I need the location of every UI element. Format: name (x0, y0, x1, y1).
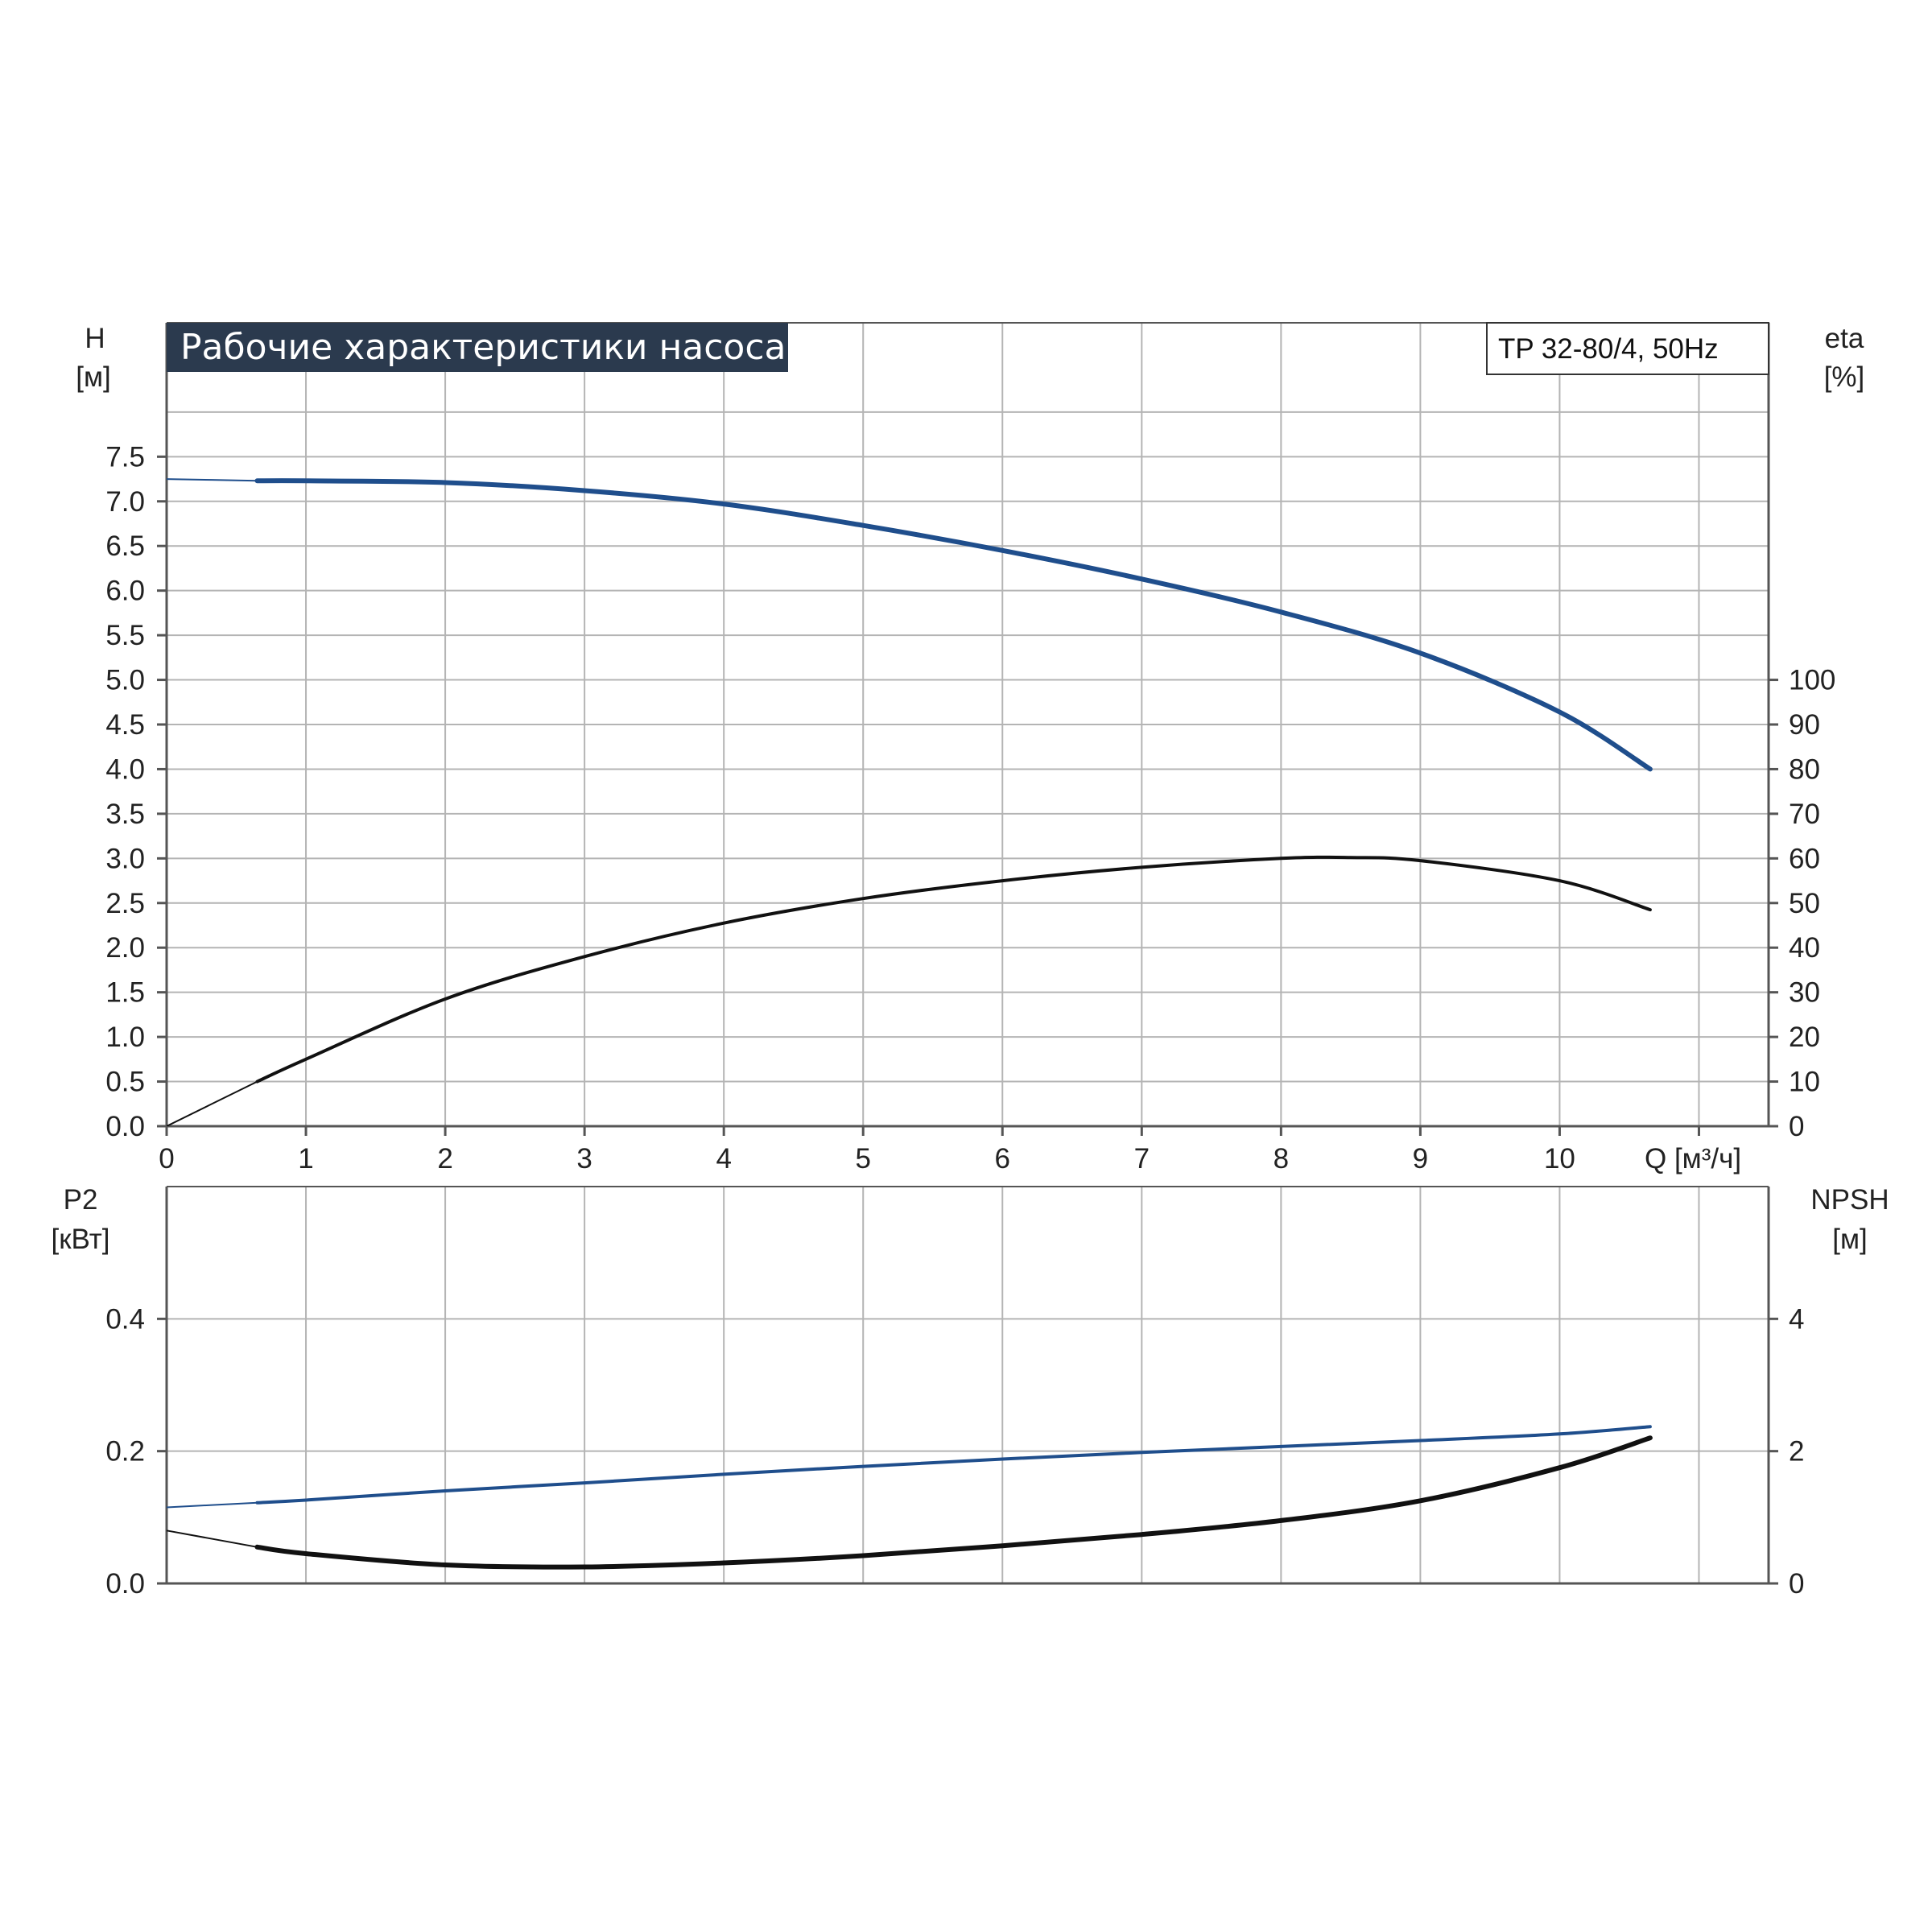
efficiency-axis-label: eta (1825, 323, 1864, 354)
power-axis-unit: [кВт] (52, 1224, 110, 1255)
flow-axis-tick-label: 6 (995, 1143, 1010, 1174)
head-axis-tick-label: 5.5 (105, 620, 145, 651)
bottom-chart-curves (166, 1425, 1653, 1570)
head-axis-tick-label: 7.0 (105, 486, 145, 518)
power-axis-ticks: 0.0 0.2 0.4 (105, 1303, 167, 1600)
efficiency-curve-extension (166, 1080, 258, 1127)
flow-axis-tick-label: 9 (1413, 1143, 1428, 1174)
flow-axis-tick-label: 8 (1274, 1143, 1289, 1174)
head-axis-tick-label: 5.0 (105, 665, 145, 696)
flow-axis-tick-label: 10 (1544, 1143, 1575, 1174)
bottom-chart-frame (165, 1186, 1770, 1585)
efficiency-axis-tick-label: 90 (1789, 709, 1820, 741)
head-axis-tick-label: 4.5 (105, 709, 145, 741)
npsh-axis-tick-label: 0 (1789, 1568, 1804, 1600)
flow-axis-tick-label: 0 (159, 1143, 174, 1174)
power-axis-tick-label: 0.4 (105, 1303, 145, 1335)
head-curve-extension (166, 478, 258, 482)
head-axis-tick-label: 2.0 (105, 932, 145, 964)
flow-axis-tick-label: 2 (437, 1143, 452, 1174)
power-curve-extension (166, 1501, 258, 1509)
head-axis-tick-label: 4.0 (105, 753, 145, 785)
head-axis-label: H (85, 323, 105, 354)
flow-axis-tick-label: 1 (298, 1143, 313, 1174)
head-axis-tick-label: 2.5 (105, 888, 145, 919)
top-chart-curves (166, 478, 1653, 1127)
model-label: TP 32-80/4, 50Hz (1498, 333, 1719, 365)
head-axis-tick-label: 7.5 (105, 441, 145, 473)
flow-axis-tick-label: 3 (576, 1143, 592, 1174)
efficiency-axis-tick-label: 50 (1789, 888, 1820, 919)
npsh-curve-extension (166, 1530, 258, 1548)
efficiency-curve (255, 855, 1652, 1084)
npsh-axis-ticks: 0 2 4 (1769, 1303, 1804, 1600)
efficiency-axis-tick-label: 70 (1789, 799, 1820, 830)
power-axis-tick-label: 0.2 (105, 1436, 145, 1468)
efficiency-axis-unit: [%] (1824, 361, 1865, 393)
title-background (167, 323, 788, 372)
flow-axis-tick-label: 4 (716, 1143, 731, 1174)
head-axis-tick-label: 6.5 (105, 530, 145, 562)
head-axis-tick-label: 0.0 (105, 1111, 145, 1142)
head-axis-tick-label: 1.0 (105, 1022, 145, 1053)
flow-axis-tick-label: 7 (1134, 1143, 1150, 1174)
efficiency-axis-tick-label: 40 (1789, 932, 1820, 964)
flow-axis-tick-label: 5 (855, 1143, 870, 1174)
head-axis-tick-label: 3.0 (105, 843, 145, 874)
head-curve (254, 478, 1653, 772)
power-axis-tick-label: 0.0 (105, 1568, 145, 1600)
efficiency-axis-tick-label: 60 (1789, 843, 1820, 874)
head-axis-tick-label: 6.0 (105, 576, 145, 607)
head-axis-unit: [м] (76, 361, 111, 393)
model-label-box: TP 32-80/4, 50Hz (1486, 322, 1769, 375)
npsh-axis-unit: [м] (1832, 1224, 1868, 1255)
efficiency-axis-ticks: 0 10 20 30 40 50 60 70 80 90 100 (1769, 665, 1835, 1142)
power-axis-label: P2 (64, 1184, 98, 1216)
head-axis-tick-label: 1.5 (105, 977, 145, 1009)
npsh-curve (254, 1435, 1653, 1570)
efficiency-axis-tick-label: 30 (1789, 977, 1820, 1009)
flow-axis-ticks: 0 1 2 3 4 5 6 7 8 9 10 (159, 1126, 1700, 1174)
efficiency-axis-tick-label: 20 (1789, 1022, 1820, 1053)
flow-axis-label: Q [м³/ч] (1645, 1143, 1741, 1174)
chart-title: Рабочие характеристики насоса (180, 327, 786, 368)
efficiency-axis-tick-label: 0 (1789, 1111, 1804, 1142)
power-curve (255, 1425, 1652, 1505)
npsh-axis-label: NPSH (1810, 1184, 1889, 1216)
top-chart-grid (167, 323, 1769, 1126)
head-axis-ticks: 0.0 0.5 1.0 1.5 2.0 2.5 3.0 3.5 4.0 4.5 5.0 5.5 6.0 6… (105, 441, 167, 1142)
efficiency-axis-tick-label: 10 (1789, 1067, 1820, 1098)
chart-title-banner: Рабочие характеристики насоса (167, 323, 788, 372)
model-label-border (1486, 322, 1769, 375)
head-axis-tick-label: 3.5 (105, 799, 145, 830)
npsh-axis-tick-label: 4 (1789, 1303, 1804, 1335)
head-axis-tick-label: 0.5 (105, 1067, 145, 1098)
npsh-axis-tick-label: 2 (1789, 1436, 1804, 1468)
bottom-chart-grid (167, 1187, 1769, 1583)
efficiency-axis-tick-label: 80 (1789, 753, 1820, 785)
efficiency-axis-tick-label: 100 (1789, 665, 1835, 696)
